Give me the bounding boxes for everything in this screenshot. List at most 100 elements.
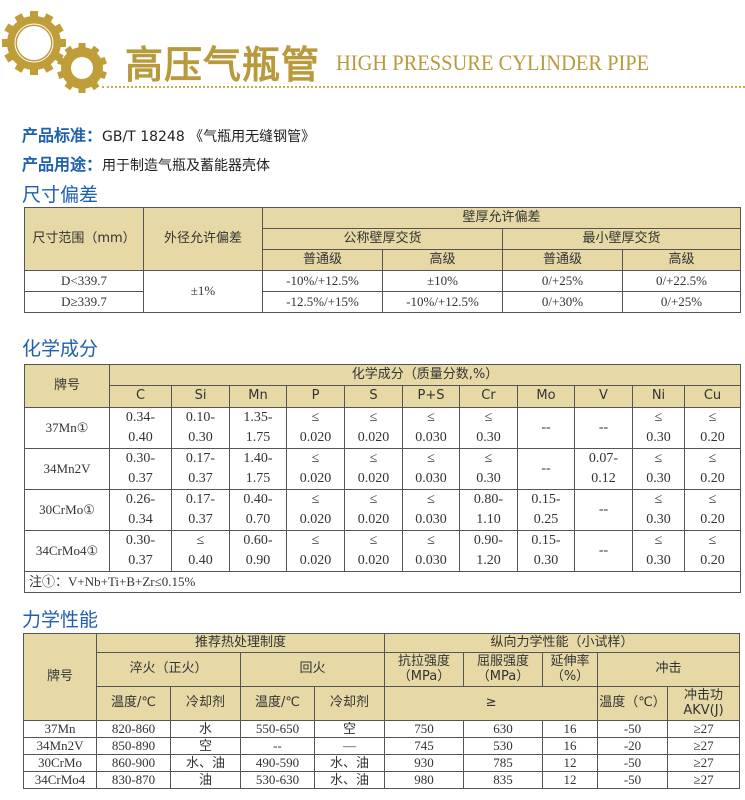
page-title-english: HIGH PRESSURE CYLINDER PIPE	[336, 50, 650, 75]
cell-line: 1.40-	[243, 451, 273, 466]
cell: 0/+25%	[621, 291, 742, 313]
cell-line: 1.10	[476, 512, 501, 527]
cell-line: 0.37	[128, 471, 153, 486]
cell: 0.34- 0.40	[109, 407, 172, 449]
header-high: 高级	[382, 249, 503, 271]
gears-icon	[2, 11, 107, 93]
cell-line: 0.90	[245, 553, 271, 568]
cell-line: ≤	[708, 533, 717, 548]
cell: -50	[597, 754, 669, 772]
cell: 水	[170, 720, 241, 738]
usage-value: 用于制造气瓶及蓄能器壳体	[102, 158, 271, 174]
header-grade: 牌号	[24, 364, 110, 408]
cell-line: 0.020	[357, 430, 390, 445]
header-od: 外径允许偏差	[143, 207, 263, 271]
dotted-divider	[102, 86, 745, 88]
cell: --	[240, 737, 315, 755]
header-element: Mn	[229, 385, 287, 408]
standard-value: GB/T 18248 《气瓶用无缝钢管》	[102, 129, 316, 145]
cell-line: 0.20	[700, 553, 725, 568]
cell: ≤0.30	[632, 407, 685, 449]
cell-line: 0.020	[357, 471, 390, 486]
cell-line: 0.34	[128, 512, 153, 527]
cell: 34CrMo4	[23, 771, 97, 789]
cell-line: ≤	[484, 451, 493, 466]
cell: 0.17- 0.37	[171, 448, 230, 490]
cell: 930	[384, 754, 465, 772]
cell-line: 0.30	[646, 512, 671, 527]
cell-line: ≤	[311, 492, 320, 507]
standard-label: 产品标准：	[22, 126, 103, 145]
header-element: Cu	[683, 385, 742, 408]
header-impact: 冲击	[597, 652, 741, 687]
cell-line: ≤	[708, 492, 717, 507]
cell-line: --	[598, 502, 609, 517]
cell: 0.30- 0.37	[109, 530, 172, 572]
page-title: 高压气瓶管	[125, 43, 321, 87]
cell: 水、油	[313, 771, 386, 789]
cell-line: ≤	[369, 533, 378, 548]
grade-cell: 37Mn①	[24, 407, 110, 449]
cell: ±10%	[382, 270, 503, 292]
header-element: V	[574, 385, 633, 408]
cell: 0.07- 0.12	[574, 448, 633, 490]
cell-line: --	[541, 420, 551, 435]
cell: -50	[597, 771, 669, 789]
header-element: Ni	[632, 385, 685, 408]
cell-line: ≤	[311, 451, 320, 466]
cell: ≤0.030	[402, 489, 460, 531]
cell: ≤0.020	[344, 448, 403, 490]
cell: 860-900	[96, 754, 171, 772]
cell-line: 0.020	[357, 553, 390, 568]
cell: ≤0.20	[683, 407, 742, 449]
cell-line: 1.20	[476, 553, 501, 568]
cell: D<339.7	[24, 270, 144, 292]
cell: --	[574, 489, 633, 531]
cell-line: ≤	[369, 492, 378, 507]
cell: 12	[542, 771, 599, 789]
header-elongation: 延伸率（%）	[542, 652, 599, 687]
cell: ≥27	[667, 771, 741, 789]
cell: ≤0.30	[632, 489, 685, 531]
cell: 0.17- 0.37	[171, 489, 230, 531]
header-longitudinal: 纵向力学性能（小试样）	[384, 633, 741, 653]
header-element: Si	[171, 385, 230, 408]
header-temp: 温度/℃	[96, 686, 171, 721]
cell-line: 1.75	[245, 430, 271, 445]
cell: 0.26- 0.34	[109, 489, 172, 531]
cell-line: 0.30	[646, 471, 671, 486]
cell-line: 0.30	[646, 430, 671, 445]
cell: 34Mn2V	[23, 737, 97, 755]
header-coolant: 冷却剂	[313, 686, 386, 721]
cell: 530	[463, 737, 544, 755]
cell: --	[517, 407, 575, 449]
cell-line: 0.030	[415, 512, 447, 527]
cell-line: 0.30	[646, 553, 671, 568]
header-high: 高级	[621, 249, 742, 271]
cell-line: 0.020	[299, 553, 332, 568]
cell-line: 0.17-	[185, 451, 216, 466]
cell-line: ≤	[196, 533, 205, 548]
cell-line: 0.07-	[588, 451, 619, 466]
cell: -10%/+12.5%	[262, 270, 383, 292]
cell: 750	[384, 720, 465, 738]
cell-line: 0.20	[700, 430, 725, 445]
cell: 0.15- 0.30	[517, 530, 575, 572]
cell: 空	[313, 720, 386, 738]
header-akv: 冲击功AKV(J)	[667, 686, 741, 721]
cell-line: ≤	[708, 410, 717, 425]
cell-line: 0.37	[188, 512, 213, 527]
header-element: S	[344, 385, 403, 408]
cell-line: 0.30	[476, 430, 501, 445]
cell-line: --	[541, 461, 551, 476]
cell: ≤0.020	[286, 530, 345, 572]
cell-line: ≤	[369, 451, 378, 466]
cell-line: ≤	[369, 410, 378, 425]
cell-line: ≤	[427, 451, 435, 466]
table-row: 34Mn2V 850-890 空 -- —745 530 16 -20 ≥27	[23, 737, 741, 755]
cell: 0.40- 0.70	[229, 489, 287, 531]
cell: 0.10- 0.30	[171, 407, 230, 449]
cell-line: 0.37	[188, 471, 213, 486]
dimension-table: 尺寸范围（mm） 外径允许偏差 壁厚允许偏差 公称壁厚交货 最小壁厚交货 普通级…	[24, 207, 742, 313]
cell: 630	[463, 720, 544, 738]
